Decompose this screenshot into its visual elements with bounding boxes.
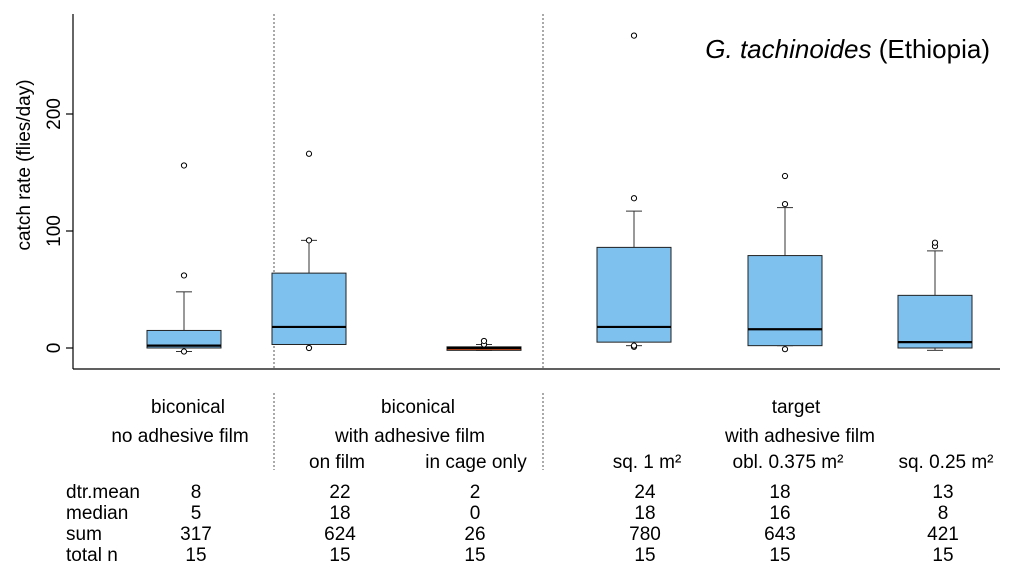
stats-cell: 2: [469, 482, 481, 503]
group-label-target: target: [771, 397, 821, 418]
stats-cell: 15: [464, 545, 486, 566]
y-axis-label: catch rate (flies/day): [14, 79, 35, 250]
outlier-point: [630, 195, 638, 202]
box-2: [271, 150, 347, 352]
stats-cell: 26: [464, 524, 486, 545]
box-body: [146, 329, 222, 349]
stats-cell: 22: [329, 482, 351, 503]
outlier-point: [781, 346, 789, 353]
group-sublabel-no-adhesive: no adhesive film: [111, 426, 249, 447]
box-label-sq-1m2: sq. 1 m²: [612, 452, 682, 473]
stats-cell: 421: [927, 524, 959, 545]
stats-cell: 15: [932, 545, 954, 566]
stats-cell: 0: [469, 503, 481, 524]
y-tick-label: 0: [44, 343, 65, 354]
stats-cell: 18: [634, 503, 656, 524]
box-label-on-film: on film: [309, 452, 365, 473]
stats-row-label-sum: sum: [66, 524, 102, 545]
y-tick-label: 100: [44, 215, 65, 247]
box-label-in-cage-only: in cage only: [425, 452, 527, 473]
group-label-biconical-2: biconical: [381, 397, 455, 418]
group-label-biconical-1: biconical: [151, 397, 225, 418]
stats-row-label-dtr-mean: dtr.mean: [66, 482, 140, 503]
outlier-point: [781, 172, 789, 180]
outlier-point: [180, 162, 188, 169]
title-rest: (Ethiopia): [872, 34, 991, 64]
axes: 0 100 200: [44, 14, 1000, 370]
outlier-point: [931, 239, 939, 246]
outlier-point: [180, 272, 188, 279]
outlier-point: [180, 348, 188, 355]
outlier-point: [305, 237, 313, 244]
stats-cell: 15: [634, 545, 656, 566]
stats-cell: 317: [180, 524, 212, 545]
y-tick-label: 200: [44, 98, 65, 130]
stats-row-label-median: median: [66, 503, 129, 524]
outlier-point: [305, 344, 313, 352]
stats-row-label-total-n: total n: [66, 545, 118, 566]
title-species: G. tachinoides: [705, 34, 871, 64]
outlier-point: [781, 200, 789, 208]
stats-cell: 16: [769, 503, 791, 524]
stats-cell: 8: [937, 503, 949, 524]
stats-cell: 15: [329, 545, 351, 566]
box-4: [596, 32, 672, 350]
group-separators: [273, 14, 544, 470]
stats-cell: 15: [769, 545, 791, 566]
box-3: [446, 337, 522, 351]
outlier-point: [630, 32, 638, 39]
group-sublabel-with-adhesive-2: with adhesive film: [725, 426, 875, 447]
group-sublabel-with-adhesive-1: with adhesive film: [335, 426, 485, 447]
box-1: [146, 162, 222, 355]
stats-cell: 13: [932, 482, 954, 503]
stats-cell: 643: [764, 524, 796, 545]
box-body: [747, 255, 823, 347]
stats-cell: 8: [190, 482, 202, 503]
stats-cell: 5: [190, 503, 202, 524]
box-body: [271, 272, 347, 345]
outlier-point: [630, 342, 638, 349]
outlier-point: [305, 150, 313, 157]
outlier-point: [480, 337, 488, 345]
stats-cell: 624: [324, 524, 356, 545]
stats-cell: 780: [629, 524, 661, 545]
box-label-obl-0375m2: obl. 0.375 m²: [732, 452, 844, 473]
box-5: [747, 172, 823, 353]
boxes: [146, 32, 973, 355]
box-body: [897, 294, 973, 349]
stats-cell: 18: [329, 503, 351, 524]
stats-cell: 18: [769, 482, 791, 503]
box-6: [897, 239, 973, 351]
box-label-sq-025m2: sq. 0.25 m²: [898, 452, 994, 473]
chart-title: G. tachinoides (Ethiopia): [705, 34, 990, 64]
stats-cell: 24: [634, 482, 656, 503]
stats-cell: 15: [185, 545, 207, 566]
